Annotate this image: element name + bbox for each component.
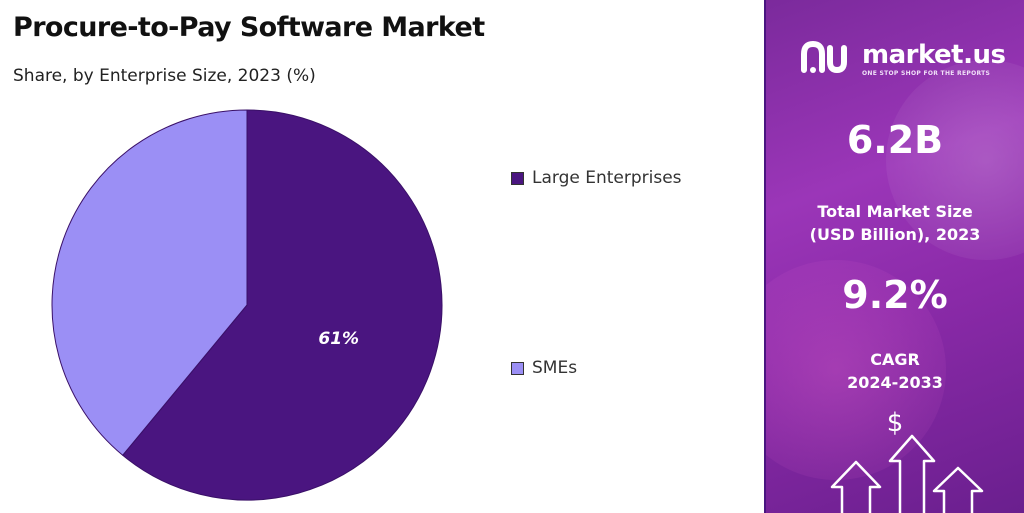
legend-label: SMEs	[532, 358, 578, 378]
legend-swatch	[511, 361, 524, 375]
brand-tagline: ONE STOP SHOP FOR THE REPORTS	[862, 70, 991, 77]
legend-item: Large Enterprises	[511, 168, 682, 188]
cagr-label: CAGR 2024-2033	[766, 348, 1024, 394]
legend-item: SMEs	[511, 358, 577, 378]
chart-title: Procure-to-Pay Software Market	[13, 12, 485, 43]
brand-name: market.us	[862, 40, 1006, 70]
data-label: 61%	[318, 329, 359, 349]
market-size-label-line1: Total Market Size	[817, 202, 973, 221]
background-glow	[766, 260, 946, 480]
cagr-label-line2: 2024-2033	[847, 373, 943, 392]
market-size-value: 6.2B	[846, 118, 944, 162]
stats-panel: market.us ONE STOP SHOP FOR THE REPORTS …	[766, 0, 1024, 513]
pie-chart: 61%	[51, 109, 443, 501]
legend-label: Large Enterprises	[532, 168, 682, 188]
market-size-label: Total Market Size (USD Billion), 2023	[766, 200, 1024, 246]
cagr-label-line1: CAGR	[870, 350, 920, 369]
market-us-logo-icon	[801, 40, 847, 74]
chart-subtitle: Share, by Enterprise Size, 2023 (%)	[13, 66, 316, 86]
market-size-label-line2: (USD Billion), 2023	[809, 225, 981, 244]
growth-arrows-icon	[830, 434, 984, 513]
pie-slice-large-enterprises	[121, 109, 443, 501]
legend-swatch	[511, 171, 524, 185]
brand: market.us ONE STOP SHOP FOR THE REPORTS	[766, 40, 1024, 80]
chart-panel: Procure-to-Pay Software Market Share, by…	[13, 0, 766, 513]
dollar-icon: $	[886, 408, 904, 438]
pie-slice-smes	[51, 109, 248, 456]
cagr-value: 9.2%	[842, 273, 948, 317]
